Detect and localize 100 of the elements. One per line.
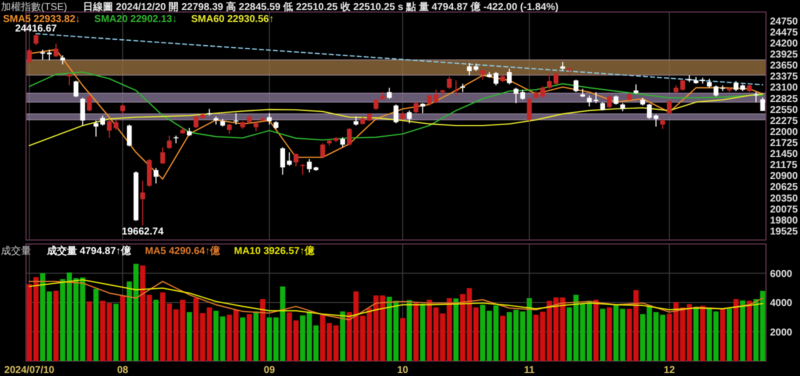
bar <box>93 288 99 361</box>
candlestick <box>340 136 346 148</box>
y-tick-label: 2000 <box>770 327 793 338</box>
y-tick-label: 24475 <box>770 27 798 38</box>
candlestick <box>520 89 526 100</box>
bar <box>693 306 699 361</box>
x-tick-label: 08 <box>117 365 129 376</box>
candlestick <box>446 76 452 90</box>
candlestick <box>54 43 58 58</box>
candlestick <box>26 48 32 64</box>
text: SMA60 22930.56↑ <box>191 14 274 25</box>
bar <box>406 300 412 361</box>
y-tick-label: 22825 <box>770 94 798 105</box>
candlestick <box>526 97 532 122</box>
candlestick <box>194 115 198 128</box>
bar <box>700 306 706 361</box>
candlestick <box>140 180 146 226</box>
bar <box>453 298 459 361</box>
candlestick <box>114 119 118 130</box>
annotation: 24416.67 <box>15 23 58 34</box>
candlestick <box>540 86 546 98</box>
y-tick-label: 20900 <box>770 171 798 182</box>
candlestick <box>266 112 272 126</box>
candlestick <box>654 114 658 128</box>
candlestick <box>480 69 486 80</box>
y-tick-label: 20350 <box>770 193 798 204</box>
text: SMA20 22902.13↓ <box>94 14 178 25</box>
bar <box>593 300 599 361</box>
y-tick-label: 24750 <box>770 16 798 28</box>
candlestick <box>174 135 178 144</box>
chart-title: 成交量 <box>1 245 31 257</box>
y-tick-label: 21175 <box>770 160 798 172</box>
candlestick <box>546 72 552 90</box>
y-tick-label: 23925 <box>770 50 798 61</box>
candlestick <box>300 164 306 176</box>
bar <box>186 312 192 361</box>
bar <box>86 301 92 361</box>
y-tick-label: 4000 <box>770 298 793 309</box>
candlestick <box>86 94 92 112</box>
candlestick <box>506 68 512 85</box>
bar <box>500 316 506 361</box>
bar <box>253 311 259 361</box>
candlestick <box>554 72 558 85</box>
y-tick-label: 20075 <box>770 204 798 216</box>
candlestick <box>66 72 72 86</box>
y-tick-label: 19525 <box>770 226 798 238</box>
candlestick <box>280 146 286 176</box>
candlestick <box>406 110 412 124</box>
candlestick <box>754 92 758 103</box>
candlestick <box>126 124 132 147</box>
bar <box>746 300 752 361</box>
y-tick-label: 20625 <box>770 182 798 194</box>
y-tick-label: 22550 <box>770 104 798 116</box>
candlestick <box>226 123 232 134</box>
x-tick-label: 10 <box>397 365 409 376</box>
text: MA5 4290.64↑億 <box>144 245 221 257</box>
candlestick <box>106 118 112 138</box>
candlestick <box>80 97 86 126</box>
candlestick <box>660 118 666 130</box>
bar <box>600 308 606 361</box>
bar <box>733 299 739 361</box>
candlestick <box>434 89 438 104</box>
candlestick <box>666 99 672 116</box>
candlestick <box>374 98 378 110</box>
bar <box>420 304 426 361</box>
candlestick <box>394 104 398 124</box>
text: SMA5 22933.82↓ <box>3 14 80 25</box>
y-tick-label: 23650 <box>770 60 798 72</box>
candlestick <box>34 34 38 46</box>
candlestick <box>320 142 326 158</box>
bar <box>113 304 119 361</box>
candlestick <box>60 54 66 65</box>
bar <box>340 311 346 361</box>
y-tick-label: 22275 <box>770 116 798 127</box>
y-tick-label: 21450 <box>770 149 798 160</box>
candlestick <box>646 103 652 120</box>
candlestick <box>634 84 638 94</box>
candlestick <box>286 152 292 166</box>
x-tick-label: 11 <box>524 365 536 376</box>
x-tick-label: 09 <box>264 365 276 376</box>
candlestick <box>706 78 712 88</box>
annotation: 19662.74 <box>122 226 164 238</box>
y-tick-label: 23375 <box>770 72 798 83</box>
candlestick <box>680 79 686 91</box>
line-series <box>28 71 764 141</box>
candlestick <box>94 120 98 138</box>
series-label: 成交量 4794.87↑億 <box>46 245 132 257</box>
bar <box>740 300 746 361</box>
candlestick <box>426 94 432 106</box>
candlestick <box>254 122 258 132</box>
bar <box>726 308 732 361</box>
bar <box>413 303 419 361</box>
text: MA10 3926.57↑億 <box>234 245 316 257</box>
bar <box>260 299 266 361</box>
candlestick <box>494 72 498 86</box>
bar <box>720 308 726 361</box>
candlestick <box>734 80 738 92</box>
candlestick <box>386 87 392 100</box>
candlestick <box>574 79 578 93</box>
candlestick <box>714 84 718 97</box>
